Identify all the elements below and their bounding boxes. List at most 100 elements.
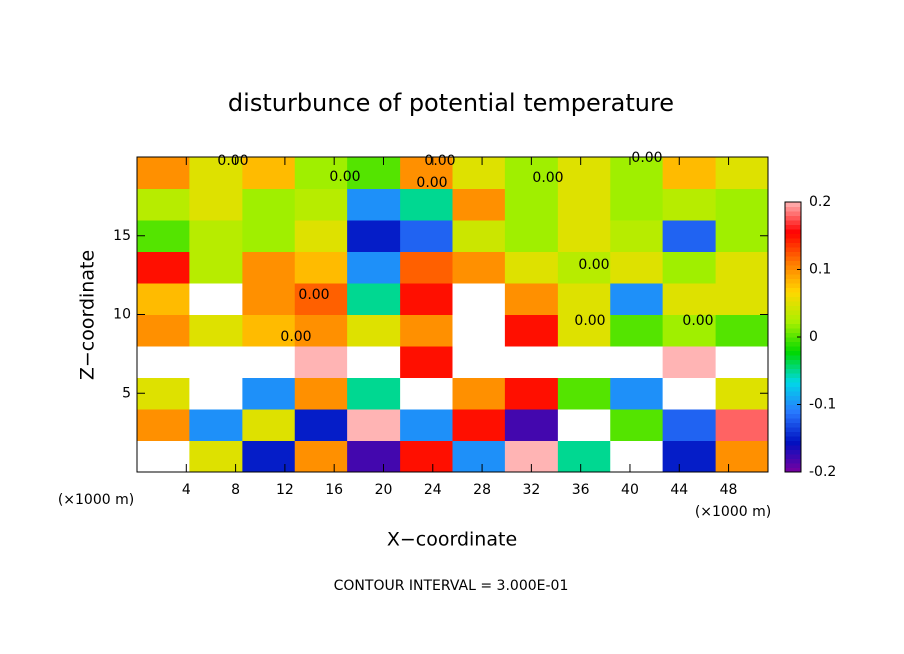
cell — [242, 220, 296, 252]
cell — [294, 440, 348, 473]
colorbar-segment — [785, 323, 801, 329]
cell — [347, 377, 401, 410]
cell — [715, 220, 769, 252]
colorbar-segment — [785, 346, 801, 351]
overlay: 4 8 12 16 20 24 28 32 36 40 44 48510150.000.000.000… — [113, 150, 836, 498]
colorbar-segment — [785, 422, 801, 428]
cell — [452, 251, 506, 284]
cell — [557, 188, 611, 221]
cell — [557, 409, 611, 441]
cell — [610, 440, 664, 473]
colorbar-segment — [785, 436, 801, 441]
cell — [242, 409, 296, 441]
contour-label: 0.00 — [574, 313, 605, 329]
y-axis-label: Z−coordinate — [77, 250, 99, 380]
cell — [137, 409, 190, 441]
colorbar-segment — [785, 386, 801, 392]
contour-label: 0.00 — [217, 153, 248, 169]
contour-label: 0.00 — [280, 329, 311, 345]
cell — [452, 283, 506, 315]
cell — [610, 314, 664, 347]
colorbar-segment — [785, 287, 801, 293]
cell — [400, 251, 453, 284]
cell — [137, 440, 190, 473]
cell — [137, 377, 190, 410]
cell — [610, 283, 664, 315]
cell — [242, 188, 296, 221]
cell — [347, 188, 401, 221]
cell — [504, 283, 559, 315]
colorbar-segment — [785, 233, 801, 239]
colorbar-segment — [785, 463, 801, 468]
cell — [715, 377, 769, 410]
colorbar-segment — [785, 283, 801, 288]
cell — [610, 157, 664, 189]
cell — [400, 314, 453, 347]
cell — [242, 440, 296, 473]
colorbar-segment — [785, 445, 801, 450]
contour-label: 0.00 — [298, 287, 329, 303]
cell — [347, 314, 401, 347]
y-unit: (×1000 m) — [58, 492, 134, 508]
colorbar-segment — [785, 454, 801, 459]
cell — [189, 346, 243, 378]
colorbar-segment — [785, 314, 801, 320]
cell — [400, 409, 453, 441]
annotation: CONTOUR INTERVAL = 3.000E-01 — [334, 578, 569, 594]
colorbar-tick-label: -0.2 — [809, 464, 836, 480]
cell — [557, 440, 611, 473]
cell — [452, 220, 506, 252]
colorbar-segment — [785, 395, 801, 401]
cell — [294, 188, 348, 221]
cell — [137, 283, 190, 315]
colorbar-segment — [785, 215, 801, 221]
cell — [189, 409, 243, 441]
cell — [662, 346, 717, 378]
cell — [242, 251, 296, 284]
cell — [189, 314, 243, 347]
colorbar-segment — [785, 242, 801, 248]
x-tick-label: 28 — [473, 482, 491, 498]
cell — [347, 251, 401, 284]
colorbar-segment — [785, 296, 801, 302]
cell — [400, 377, 453, 410]
colorbar-segment — [785, 206, 801, 212]
cell — [610, 251, 664, 284]
cell — [242, 377, 296, 410]
colorbar-segment — [785, 319, 801, 324]
cell — [347, 440, 401, 473]
cell — [294, 377, 348, 410]
cell — [452, 157, 506, 189]
cell — [242, 346, 296, 378]
colorbar-segment — [785, 355, 801, 360]
x-tick-label: 16 — [325, 482, 343, 498]
x-tick-label: 32 — [522, 482, 540, 498]
cell — [189, 440, 243, 473]
cell — [400, 346, 453, 378]
cell — [662, 220, 717, 252]
contour-label: 0.00 — [329, 169, 360, 185]
field — [137, 157, 769, 473]
colorbar-segment — [785, 269, 801, 275]
cell — [452, 409, 506, 441]
colorbar-segment — [785, 238, 801, 243]
cell — [715, 440, 769, 473]
cell — [715, 314, 769, 347]
cell — [294, 220, 348, 252]
cell — [294, 283, 348, 315]
cell — [137, 157, 190, 189]
cell — [662, 188, 717, 221]
colorbar-segment — [785, 440, 801, 446]
cell — [452, 314, 506, 347]
colorbar-segment — [785, 337, 801, 342]
cell — [137, 314, 190, 347]
colorbar-segment — [785, 202, 801, 207]
colorbar-segment — [785, 278, 801, 284]
cell — [557, 157, 611, 189]
cell — [610, 346, 664, 378]
cell — [189, 377, 243, 410]
cell — [242, 283, 296, 315]
cell — [557, 314, 611, 347]
colorbar-segment — [785, 251, 801, 257]
